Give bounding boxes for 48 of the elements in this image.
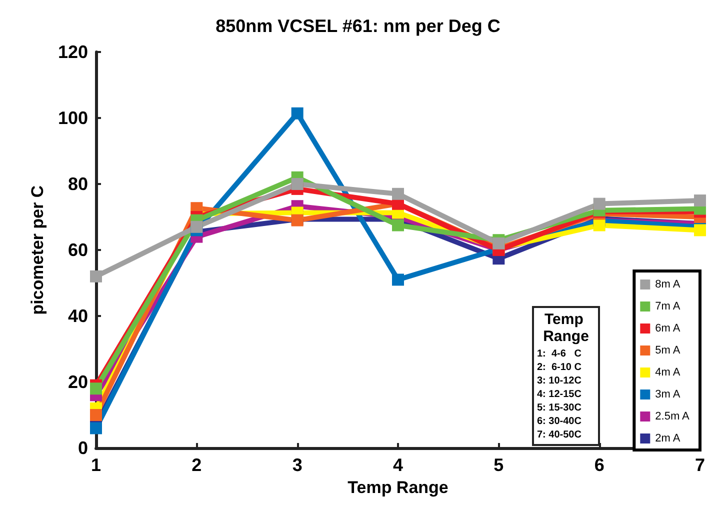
point [492,237,505,250]
annotation: 6: 30-40C [537,416,582,427]
text: Temp Range [348,478,448,497]
x-tick-label: 1 [90,455,102,475]
point [90,382,102,395]
point [291,107,304,120]
x-tick-label: 7 [694,455,705,475]
point [392,219,404,232]
point [90,409,102,421]
x-tick-label: 2 [192,455,202,475]
y-tick-label: 120 [58,42,88,62]
point [90,422,102,434]
x-tick-label: 6 [594,455,604,475]
point [694,224,706,236]
point [90,270,102,282]
point [392,188,404,200]
y-tick-label: 60 [68,240,88,260]
y-tick-label: 20 [68,372,88,392]
legend-label: 7m A [655,300,681,312]
x-tick-label: 3 [292,455,302,475]
annotation: 7: 40-50C [537,430,582,440]
y-axis-title: picometer per C [28,185,47,315]
annotation: 5: 15-30C [537,402,582,414]
annotation: 1: 4-6 C [537,348,582,360]
legend-label: 8m A [655,278,681,290]
y-tick-label: 40 [68,306,88,326]
annotation: 3: 10-12C [537,376,582,386]
point [190,220,203,233]
point [593,219,606,232]
legend-label: 2.5m A [655,410,690,422]
point [392,274,404,286]
x-tick-label: 4 [392,455,404,475]
legend-label: 5m A [655,344,681,356]
annotation: 2: 6-10 C [537,362,582,373]
annotation: 4: 12-15C [537,389,582,400]
y-tick-label: 0 [78,438,88,458]
point [291,178,304,190]
legend-label: 3m A [655,388,681,400]
legend-label: 6m A [655,322,681,334]
x-axis-title: Temp Range [543,311,589,345]
y-tick-label: 100 [58,108,88,128]
chart-title: 850nm VCSEL #61: nm per Deg C [216,16,500,36]
legend-label: 4m A [655,366,681,378]
y-tick-label: 80 [68,174,88,194]
point [593,198,606,210]
x-tick-label: 5 [494,455,504,475]
point [694,194,706,206]
legend-label: 2m A [655,432,681,444]
